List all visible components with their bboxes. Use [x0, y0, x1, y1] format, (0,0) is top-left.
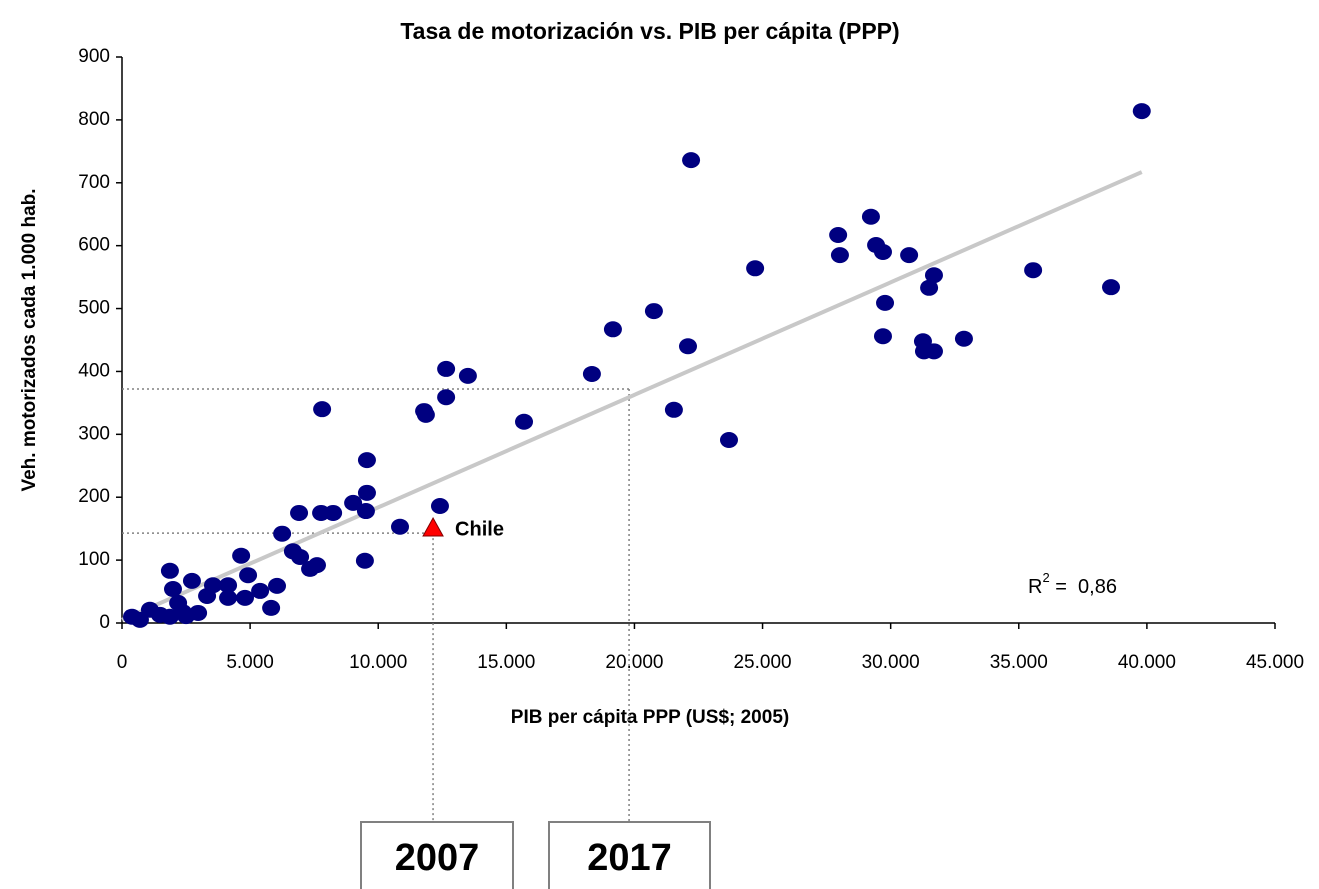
point — [873, 328, 892, 345]
point-label: Chile — [455, 518, 504, 540]
point — [235, 589, 254, 606]
x-tick-label: 10.000 — [349, 652, 407, 673]
point — [357, 484, 376, 501]
point — [273, 525, 292, 542]
point — [900, 247, 919, 264]
point — [355, 552, 374, 569]
point — [682, 152, 701, 169]
r2-base: R — [1028, 576, 1042, 598]
x-tick-label: 20.000 — [605, 652, 663, 673]
point — [678, 338, 697, 355]
point — [1102, 279, 1121, 296]
x-tick-label: 15.000 — [477, 652, 535, 673]
point — [232, 547, 251, 564]
point — [163, 581, 182, 598]
point — [437, 389, 456, 406]
point — [582, 365, 601, 382]
point — [239, 567, 258, 584]
point — [829, 226, 848, 243]
r2-annotation: R2 = 0,86 — [1028, 570, 1117, 598]
point — [182, 572, 201, 589]
point — [861, 208, 880, 225]
y-tick-label: 900 — [78, 46, 110, 67]
y-tick-label: 200 — [78, 486, 110, 507]
r2-text: = 0,86 — [1050, 576, 1117, 598]
y-tick-label: 400 — [78, 360, 110, 381]
y-tick-label: 800 — [78, 109, 110, 130]
point — [251, 582, 270, 599]
x-tick-label: 40.000 — [1118, 652, 1176, 673]
r2-sup: 2 — [1042, 570, 1049, 585]
point — [954, 330, 973, 347]
x-tick-label: 35.000 — [990, 652, 1048, 673]
point — [515, 413, 534, 430]
point — [324, 504, 343, 521]
point — [1132, 103, 1151, 120]
point — [344, 494, 363, 511]
point — [830, 247, 849, 264]
point — [873, 243, 892, 260]
year-box — [548, 821, 711, 889]
trend-line — [121, 170, 1143, 622]
point — [268, 577, 287, 594]
point — [416, 406, 435, 423]
y-tick-label: 300 — [78, 423, 110, 444]
y-tick-label: 100 — [78, 549, 110, 570]
point — [160, 562, 179, 579]
point — [603, 321, 622, 338]
point — [177, 608, 196, 625]
y-tick-label: 700 — [78, 172, 110, 193]
y-tick-label: 500 — [78, 298, 110, 319]
point — [219, 589, 238, 606]
chart-title: Tasa de motorización vs. PIB per cápita … — [400, 18, 899, 44]
x-tick-label: 30.000 — [862, 652, 920, 673]
x-tick-label: 45.000 — [1246, 652, 1304, 673]
highlight-marker — [422, 517, 444, 537]
point — [290, 504, 309, 521]
point — [430, 498, 449, 515]
x-tick-label: 0 — [117, 652, 128, 673]
point — [924, 267, 943, 284]
point — [391, 518, 410, 535]
point — [356, 503, 375, 520]
x-axis-label: PIB per cápita PPP (US$; 2005) — [511, 707, 789, 728]
year-label: 2017 — [587, 837, 672, 879]
y-tick-label: 600 — [78, 235, 110, 256]
point — [357, 452, 376, 469]
point — [1024, 262, 1043, 279]
point — [198, 587, 217, 604]
point — [262, 599, 281, 616]
point — [219, 577, 238, 594]
x-tick-label: 5.000 — [226, 652, 274, 673]
point — [644, 303, 663, 320]
x-tick-label: 25.000 — [733, 652, 791, 673]
y-axis-label: Veh. motorizados cada 1.000 hab. — [19, 188, 40, 491]
point — [458, 367, 477, 384]
point — [876, 294, 895, 311]
point — [301, 560, 320, 577]
point — [924, 343, 943, 360]
point — [437, 360, 456, 377]
point — [291, 548, 310, 565]
point — [920, 279, 939, 296]
point — [313, 401, 332, 418]
point — [130, 611, 149, 628]
y-tick-label: 0 — [99, 612, 110, 633]
year-box — [360, 821, 514, 889]
year-label: 2007 — [395, 837, 480, 879]
point — [160, 608, 179, 625]
point — [746, 260, 765, 277]
point — [719, 431, 738, 448]
point — [664, 401, 683, 418]
